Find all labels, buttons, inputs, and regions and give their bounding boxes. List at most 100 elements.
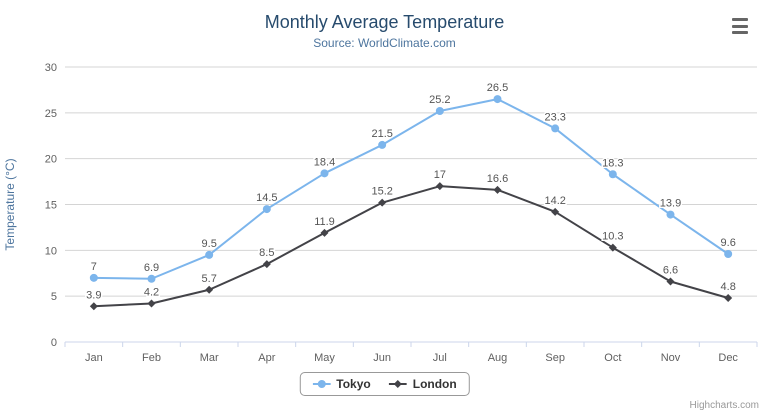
data-label-halo: 14.5 xyxy=(256,192,277,204)
point-marker-tokyo[interactable] xyxy=(493,95,502,104)
data-label-halo: 6.9 xyxy=(144,262,159,274)
data-label-tokyo: 13.9 xyxy=(660,198,681,210)
data-label-halo: 13.9 xyxy=(660,198,681,210)
point-marker-london[interactable] xyxy=(724,294,733,302)
data-label-tokyo: 14.5 xyxy=(256,192,277,204)
point-marker-tokyo[interactable] xyxy=(435,107,444,115)
data-label-tokyo: 21.5 xyxy=(371,128,392,140)
legend: Tokyo London xyxy=(299,372,470,396)
data-label-london: 3.9 xyxy=(86,289,101,301)
data-label-halo: 18.3 xyxy=(602,157,623,169)
y-tick-label: 20 xyxy=(45,154,57,166)
data-label-halo: 9.6 xyxy=(721,237,736,249)
data-label-london: 10.3 xyxy=(602,231,623,243)
point-marker-tokyo[interactable] xyxy=(378,140,387,149)
data-label-halo: 6.6 xyxy=(663,265,678,277)
data-label-tokyo: 7 xyxy=(91,261,97,273)
data-label-london: 15.2 xyxy=(371,186,392,198)
data-label-london: 8.5 xyxy=(259,247,274,259)
data-label-halo: 17 xyxy=(434,169,446,181)
y-tick-label: 10 xyxy=(45,245,57,257)
diamond-marker-icon xyxy=(388,380,407,388)
data-label-london: 6.6 xyxy=(663,265,678,277)
menu-bar xyxy=(732,31,748,34)
point-marker-london[interactable] xyxy=(666,277,675,286)
data-label-tokyo: 18.4 xyxy=(314,156,335,168)
x-tick-label: Feb xyxy=(142,352,161,364)
y-tick-label: 25 xyxy=(45,108,57,120)
data-label-halo: 8.5 xyxy=(259,247,274,259)
data-label-london: 4.8 xyxy=(721,281,736,293)
chart-title: Monthly Average Temperature xyxy=(264,12,505,32)
point-marker-london[interactable] xyxy=(551,207,560,216)
x-tick-label: Mar xyxy=(200,352,219,364)
data-label-halo: 26.5 xyxy=(487,82,508,94)
data-label-tokyo: 6.9 xyxy=(144,262,159,274)
data-label-halo: 10.3 xyxy=(602,231,623,243)
data-label-halo: 5.7 xyxy=(202,273,217,285)
point-marker-london[interactable] xyxy=(435,182,444,191)
point-marker-tokyo[interactable] xyxy=(205,250,214,259)
point-marker-london[interactable] xyxy=(147,299,156,308)
y-tick-label: 0 xyxy=(51,337,57,349)
series-line-tokyo[interactable] xyxy=(92,98,730,280)
data-label-london: 14.2 xyxy=(544,195,565,207)
data-label-halo: 21.5 xyxy=(371,128,392,140)
point-marker-tokyo[interactable] xyxy=(724,250,733,258)
data-label-tokyo: 25.2 xyxy=(429,94,450,106)
point-marker-tokyo[interactable] xyxy=(262,205,271,214)
x-tick-label: Jan xyxy=(85,352,103,364)
data-label-halo: 3.9 xyxy=(86,289,101,301)
data-label-halo: 4.2 xyxy=(144,287,159,299)
data-label-halo: 15.2 xyxy=(371,186,392,198)
data-label-halo: 9.5 xyxy=(202,238,217,250)
data-label-halo: 14.2 xyxy=(544,195,565,207)
data-label-london: 16.6 xyxy=(487,173,508,185)
point-marker-london[interactable] xyxy=(378,198,387,207)
legend-item-london[interactable]: London xyxy=(388,377,457,391)
point-marker-london[interactable] xyxy=(493,185,502,194)
point-marker-tokyo[interactable] xyxy=(551,124,560,133)
point-marker-tokyo[interactable] xyxy=(608,170,617,179)
data-label-tokyo: 9.6 xyxy=(721,237,736,249)
data-label-london: 5.7 xyxy=(202,273,217,285)
y-tick-label: 5 xyxy=(51,291,57,303)
highcharts-credit[interactable]: Highcharts.com xyxy=(689,400,759,411)
data-label-london: 17 xyxy=(434,169,446,181)
data-label-halo: 7 xyxy=(91,261,97,273)
legend-item-tokyo[interactable]: Tokyo xyxy=(312,377,371,391)
point-marker-london[interactable] xyxy=(262,260,271,269)
hamburger-menu-icon[interactable] xyxy=(727,14,753,38)
y-tick-label: 15 xyxy=(45,200,57,212)
x-tick-label: Dec xyxy=(718,352,738,364)
data-label-tokyo: 23.3 xyxy=(544,111,565,123)
menu-bar xyxy=(732,18,748,21)
point-marker-london[interactable] xyxy=(608,243,617,252)
point-marker-london[interactable] xyxy=(89,302,98,311)
plot-area: 0 5 10 15 20 25 30 Jan Feb Mar Apr May Jun Jul Aug Sep O… xyxy=(3,62,758,364)
x-tick-label: Jul xyxy=(433,352,447,364)
x-tick-label: Sep xyxy=(545,352,565,364)
x-tick-label: Nov xyxy=(661,352,681,364)
x-tick-label: Apr xyxy=(258,352,275,364)
data-label-halo: 23.3 xyxy=(544,111,565,123)
data-label-london: 4.2 xyxy=(144,287,159,299)
data-label-tokyo: 18.3 xyxy=(602,157,623,169)
data-label-halo: 18.4 xyxy=(314,156,335,168)
chart-subtitle: Source: WorldClimate.com xyxy=(313,36,456,50)
point-marker-tokyo[interactable] xyxy=(147,274,156,283)
x-tick-label: May xyxy=(314,352,335,364)
legend-label-tokyo: Tokyo xyxy=(336,377,371,391)
point-marker-tokyo[interactable] xyxy=(320,169,329,178)
series-line-london[interactable] xyxy=(92,185,730,308)
point-marker-tokyo[interactable] xyxy=(89,273,98,282)
point-marker-london[interactable] xyxy=(205,285,214,294)
point-marker-tokyo[interactable] xyxy=(666,210,675,219)
data-label-tokyo: 26.5 xyxy=(487,82,508,94)
data-label-tokyo: 9.5 xyxy=(202,238,217,250)
point-marker-london[interactable] xyxy=(320,228,329,237)
x-tick-label: Aug xyxy=(488,352,508,364)
data-label-halo: 16.6 xyxy=(487,173,508,185)
data-label-halo: 25.2 xyxy=(429,94,450,106)
